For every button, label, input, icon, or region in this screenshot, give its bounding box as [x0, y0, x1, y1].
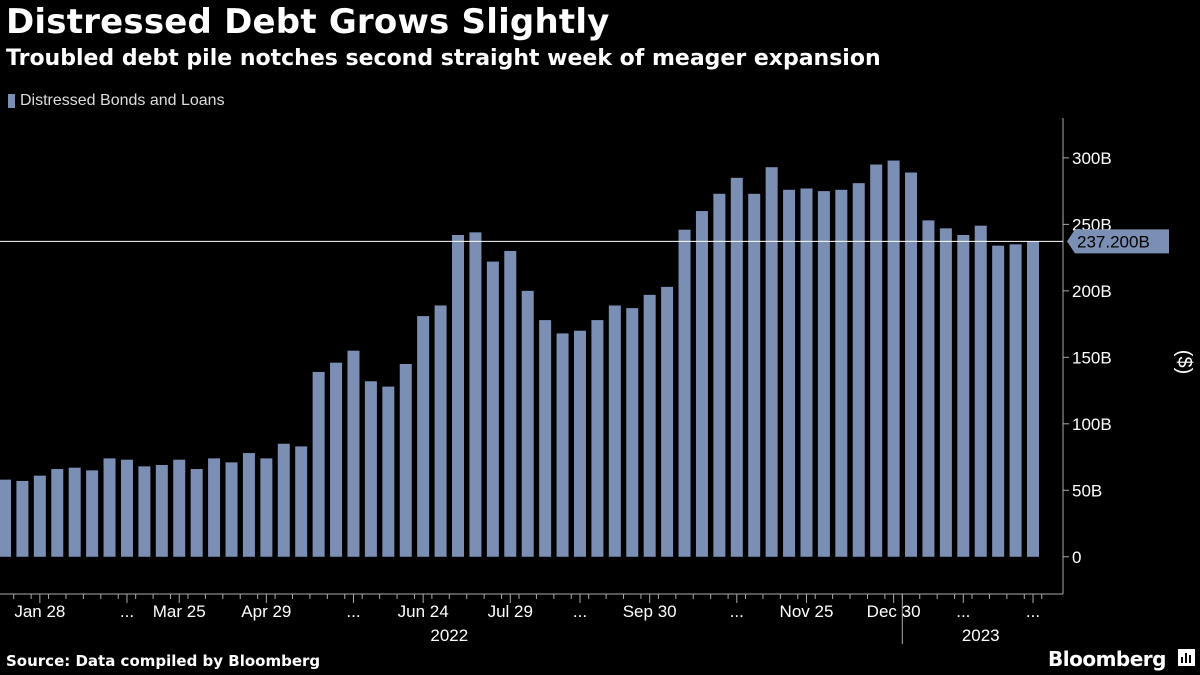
- bar: [905, 172, 918, 557]
- bar: [347, 350, 360, 557]
- x-tick-label: Sep 30: [623, 602, 677, 621]
- bar: [1009, 244, 1022, 557]
- x-tick-label: Jan 28: [14, 602, 65, 621]
- bar: [957, 235, 970, 557]
- bar: [225, 462, 238, 557]
- bar: [68, 467, 81, 557]
- bar: [730, 177, 743, 557]
- bar: [591, 320, 604, 557]
- bar: [643, 294, 656, 557]
- bar: [16, 480, 29, 557]
- bar: [992, 245, 1005, 557]
- bar: [364, 381, 377, 557]
- brand-logo-text: Bloomberg: [1048, 647, 1166, 671]
- bar: [103, 458, 116, 557]
- x-tick-label: ...: [573, 602, 587, 621]
- chart-title: Distressed Debt Grows Slightly: [6, 2, 610, 42]
- x-tick-label: ...: [1026, 602, 1040, 621]
- bar: [974, 225, 987, 557]
- bar: [295, 446, 308, 557]
- x-tick-label: Jun 24: [398, 602, 449, 621]
- x-tick-label: Mar 25: [153, 602, 206, 621]
- chart-box-icon: [1178, 649, 1195, 666]
- x-year-label: 2023: [962, 626, 1000, 645]
- bar: [242, 453, 255, 557]
- bar: [173, 459, 186, 557]
- chart-subtitle: Troubled debt pile notches second straig…: [6, 46, 881, 71]
- bar: [399, 363, 412, 557]
- y-axis-title: ($): [1173, 350, 1195, 374]
- bar: [713, 193, 726, 557]
- y-tick-label: 200B: [1072, 282, 1112, 301]
- bar: [504, 250, 517, 557]
- bar: [33, 475, 46, 557]
- y-tick-label: 50B: [1072, 481, 1102, 500]
- bar: [51, 469, 64, 557]
- bar: [765, 167, 778, 557]
- bar: [434, 305, 447, 557]
- x-year-label: 2022: [430, 626, 468, 645]
- bar: [452, 235, 465, 557]
- y-tick-label: 100B: [1072, 415, 1112, 434]
- bar: [556, 333, 569, 557]
- bar: [783, 189, 796, 557]
- bar: [190, 469, 203, 557]
- x-tick-label: ...: [730, 602, 744, 621]
- y-tick-label: 150B: [1072, 348, 1112, 367]
- x-tick-label: ...: [120, 602, 134, 621]
- bar: [626, 308, 639, 557]
- bar: [312, 371, 325, 557]
- bar: [748, 193, 761, 557]
- legend-label: Distressed Bonds and Loans: [20, 92, 225, 109]
- x-tick-label: Apr 29: [241, 602, 291, 621]
- bar: [573, 330, 586, 557]
- legend-swatch: [8, 94, 15, 108]
- bar: [1027, 241, 1039, 557]
- bar: [138, 466, 151, 557]
- bar: [852, 183, 865, 557]
- bar: [695, 211, 708, 557]
- bar: [260, 458, 273, 557]
- bar: [922, 220, 935, 557]
- bar: [0, 479, 11, 557]
- y-tick-label: 300B: [1072, 149, 1112, 168]
- bar: [330, 362, 343, 557]
- source-note: Source: Data compiled by Bloomberg: [6, 652, 321, 670]
- bar: [86, 470, 99, 557]
- x-tick-label: ...: [346, 602, 360, 621]
- bar: [678, 229, 691, 557]
- x-tick-label: ...: [956, 602, 970, 621]
- x-tick-label: Nov 25: [780, 602, 834, 621]
- bar: [208, 458, 221, 557]
- current-value-label: 237.200B: [1077, 232, 1150, 251]
- bar: [469, 232, 482, 557]
- bar: [661, 286, 674, 557]
- bar: [120, 459, 133, 557]
- current-value-callout: [1067, 229, 1169, 254]
- bar: [417, 316, 430, 557]
- bar: [870, 164, 883, 557]
- x-tick-label: Jul 29: [488, 602, 533, 621]
- bar: [887, 160, 900, 557]
- bar: [277, 443, 290, 557]
- bar: [835, 189, 848, 557]
- bar: [800, 188, 813, 557]
- bar: [486, 261, 499, 557]
- bar: [521, 290, 534, 557]
- bar: [608, 305, 621, 557]
- x-tick-label: Dec 30: [867, 602, 921, 621]
- legend: Distressed Bonds and Loans: [8, 92, 225, 110]
- bar: [382, 386, 395, 557]
- bar: [939, 228, 952, 557]
- bar: [817, 191, 830, 557]
- y-tick-label: 0: [1072, 548, 1081, 567]
- bar: [155, 465, 168, 557]
- bar: [539, 320, 552, 557]
